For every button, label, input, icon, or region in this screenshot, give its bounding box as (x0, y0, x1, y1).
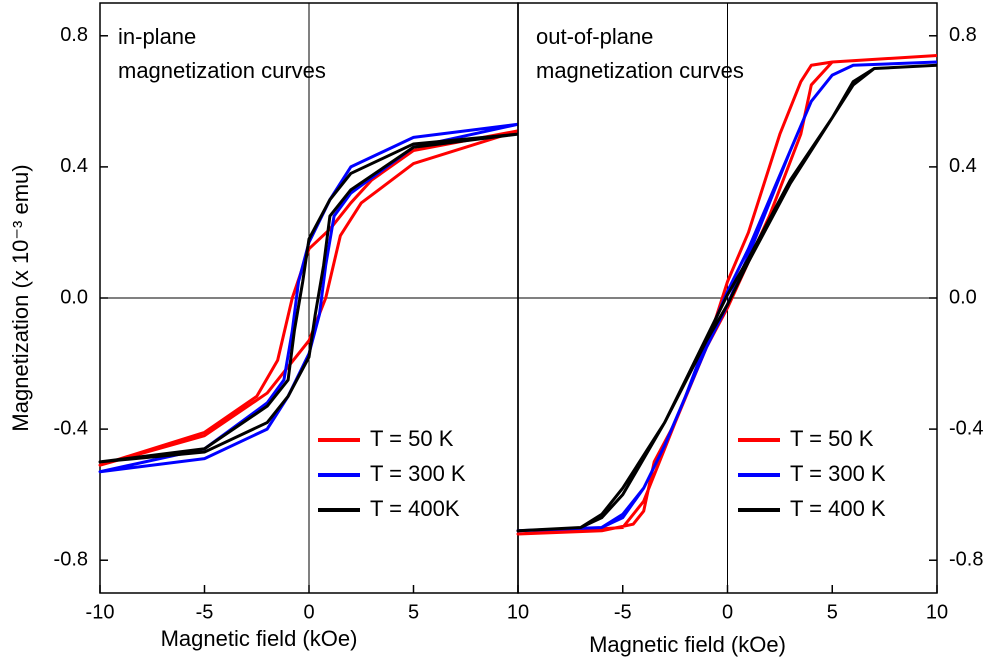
data-line (98, 132, 519, 464)
x-tick-label: 0 (722, 601, 733, 623)
x-tick-label: -5 (614, 601, 632, 623)
x-tick-label: -10 (86, 601, 115, 623)
data-line (516, 63, 938, 533)
y-tick-label: 0.4 (60, 155, 88, 177)
legend-label: T = 50 K (790, 426, 874, 451)
annotation: out-of-plane (536, 24, 653, 49)
legend-label: T = 400 K (790, 496, 886, 521)
y-tick-label: 0.0 (949, 286, 977, 308)
x-axis-label: Magnetic field (kOe) (161, 626, 358, 651)
y-tick-label: 0.8 (60, 24, 88, 46)
legend-label: T = 300 K (790, 461, 886, 486)
data-line (516, 53, 938, 536)
x-axis-label: Magnetic field (kOe) (589, 632, 786, 657)
legend-label: T = 400K (370, 496, 460, 521)
legend-label: T = 50 K (370, 426, 454, 451)
x-tick-label: 10 (507, 601, 529, 623)
annotation: magnetization curves (118, 58, 326, 83)
x-tick-label: 5 (827, 601, 838, 623)
annotation: in-plane (118, 24, 196, 49)
y-tick-label: 0.0 (60, 286, 88, 308)
x-tick-label: 0 (303, 601, 314, 623)
y-tick-label: -0.8 (949, 549, 983, 571)
y-tick-label: 0.4 (949, 155, 977, 177)
y-tick-label: 0.8 (949, 24, 977, 46)
legend-label: T = 300 K (370, 461, 466, 486)
y-axis-label: Magnetization (x 10⁻³ emu) (8, 164, 33, 431)
annotation: magnetization curves (536, 58, 744, 83)
y-tick-label: -0.4 (54, 417, 88, 439)
x-tick-label: 5 (408, 601, 419, 623)
x-tick-label: -5 (196, 601, 214, 623)
y-tick-label: -0.4 (949, 417, 983, 439)
y-tick-label: -0.8 (54, 549, 88, 571)
x-tick-label: 10 (926, 601, 948, 623)
data-line (98, 129, 519, 467)
